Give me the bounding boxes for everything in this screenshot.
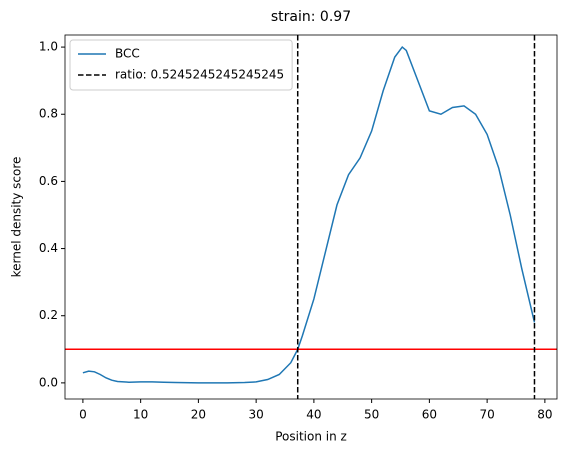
x-tick-label: 20 — [191, 408, 206, 422]
y-axis-label: kernel density score — [10, 157, 24, 278]
legend-label: ratio: 0.5245245245245245 — [115, 68, 284, 82]
y-tick-label: 0.2 — [39, 308, 58, 322]
x-tick-label: 80 — [537, 408, 552, 422]
x-tick-label: 0 — [79, 408, 87, 422]
y-tick-label: 0.0 — [39, 375, 58, 389]
x-axis-label: Position in z — [275, 430, 347, 444]
x-tick-label: 30 — [249, 408, 264, 422]
x-tick-label: 40 — [306, 408, 321, 422]
y-tick-label: 1.0 — [39, 40, 58, 54]
chart-title: strain: 0.97 — [271, 9, 351, 25]
line-series — [82, 46, 536, 384]
legend-label: BCC — [115, 47, 140, 61]
y-tick-label: 0.8 — [39, 107, 58, 121]
legend-box — [69, 39, 293, 91]
y-tick-label: 0.4 — [39, 241, 58, 255]
x-tick-label: 70 — [479, 408, 494, 422]
x-tick-label: 50 — [364, 408, 379, 422]
axes-frame — [64, 34, 558, 400]
x-tick-label: 10 — [133, 408, 148, 422]
x-tick-label: 60 — [422, 408, 437, 422]
y-tick-label: 0.6 — [39, 174, 58, 188]
